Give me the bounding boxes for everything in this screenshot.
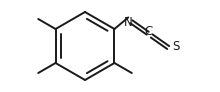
Text: S: S	[172, 40, 180, 53]
Text: N: N	[124, 16, 133, 29]
Text: C: C	[145, 25, 153, 38]
